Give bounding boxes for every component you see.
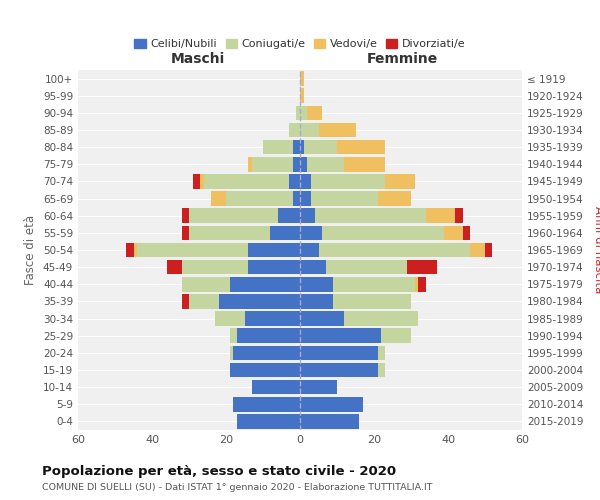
Bar	[300, 106, 307, 120]
Bar	[334, 294, 411, 308]
Bar	[382, 328, 411, 343]
Bar	[322, 226, 444, 240]
Bar	[233, 397, 300, 411]
Bar	[245, 312, 300, 326]
Bar	[300, 242, 319, 258]
Bar	[248, 242, 300, 258]
Bar	[230, 346, 233, 360]
Bar	[248, 260, 300, 274]
Bar	[278, 208, 300, 223]
Bar	[300, 157, 307, 172]
Bar	[252, 157, 293, 172]
Bar	[200, 174, 204, 188]
Bar	[337, 140, 385, 154]
Bar	[300, 88, 304, 103]
Y-axis label: Fasce di età: Fasce di età	[25, 215, 37, 285]
Bar	[215, 312, 245, 326]
Bar	[193, 174, 200, 188]
Bar	[300, 174, 311, 188]
Bar	[311, 174, 385, 188]
Bar	[319, 122, 355, 138]
Bar	[300, 72, 304, 86]
Bar	[378, 192, 411, 206]
Bar	[300, 397, 363, 411]
Bar	[485, 242, 493, 258]
Bar	[252, 380, 300, 394]
Bar	[182, 208, 189, 223]
Bar	[344, 312, 418, 326]
Bar	[463, 226, 470, 240]
Text: Popolazione per età, sesso e stato civile - 2020: Popolazione per età, sesso e stato civil…	[42, 465, 396, 478]
Bar	[204, 174, 289, 188]
Bar	[237, 328, 300, 343]
Bar	[407, 260, 437, 274]
Bar	[296, 106, 300, 120]
Bar	[230, 328, 237, 343]
Bar	[415, 277, 418, 291]
Bar	[218, 294, 300, 308]
Bar	[300, 380, 337, 394]
Bar	[289, 122, 300, 138]
Bar	[182, 277, 230, 291]
Bar	[319, 242, 470, 258]
Bar	[300, 362, 378, 378]
Bar	[378, 346, 385, 360]
Bar	[300, 294, 334, 308]
Bar	[300, 414, 359, 428]
Bar	[167, 260, 182, 274]
Bar	[233, 346, 300, 360]
Bar	[271, 226, 300, 240]
Bar	[418, 277, 426, 291]
Text: COMUNE DI SUELLI (SU) - Dati ISTAT 1° gennaio 2020 - Elaborazione TUTTITALIA.IT: COMUNE DI SUELLI (SU) - Dati ISTAT 1° ge…	[42, 482, 433, 492]
Bar	[182, 226, 189, 240]
Bar	[134, 242, 137, 258]
Bar	[300, 122, 319, 138]
Bar	[300, 346, 378, 360]
Bar	[455, 208, 463, 223]
Bar	[300, 192, 311, 206]
Bar	[444, 226, 463, 240]
Bar	[237, 414, 300, 428]
Bar	[211, 192, 226, 206]
Bar	[344, 157, 385, 172]
Bar	[311, 192, 378, 206]
Bar	[334, 277, 415, 291]
Bar	[300, 260, 326, 274]
Text: Maschi: Maschi	[171, 52, 225, 66]
Bar	[293, 140, 300, 154]
Bar	[126, 242, 133, 258]
Bar	[300, 328, 382, 343]
Bar	[182, 260, 248, 274]
Bar	[378, 362, 385, 378]
Bar	[248, 157, 252, 172]
Bar	[230, 277, 300, 291]
Bar	[315, 208, 426, 223]
Bar	[293, 192, 300, 206]
Bar	[307, 157, 344, 172]
Bar	[304, 140, 337, 154]
Bar	[189, 208, 278, 223]
Bar	[182, 294, 189, 308]
Bar	[426, 208, 455, 223]
Bar	[385, 174, 415, 188]
Bar	[300, 312, 344, 326]
Bar	[189, 226, 271, 240]
Bar	[307, 106, 322, 120]
Bar	[289, 174, 300, 188]
Bar	[226, 192, 293, 206]
Text: Femmine: Femmine	[367, 52, 438, 66]
Bar	[300, 140, 304, 154]
Bar	[300, 208, 315, 223]
Bar	[470, 242, 485, 258]
Bar	[293, 157, 300, 172]
Bar	[300, 226, 322, 240]
Y-axis label: Anni di nascita: Anni di nascita	[592, 206, 600, 294]
Bar	[263, 140, 293, 154]
Legend: Celibi/Nubili, Coniugati/e, Vedovi/e, Divorziati/e: Celibi/Nubili, Coniugati/e, Vedovi/e, Di…	[130, 34, 470, 54]
Bar	[137, 242, 248, 258]
Bar	[300, 277, 334, 291]
Bar	[189, 294, 218, 308]
Bar	[230, 362, 300, 378]
Bar	[326, 260, 407, 274]
